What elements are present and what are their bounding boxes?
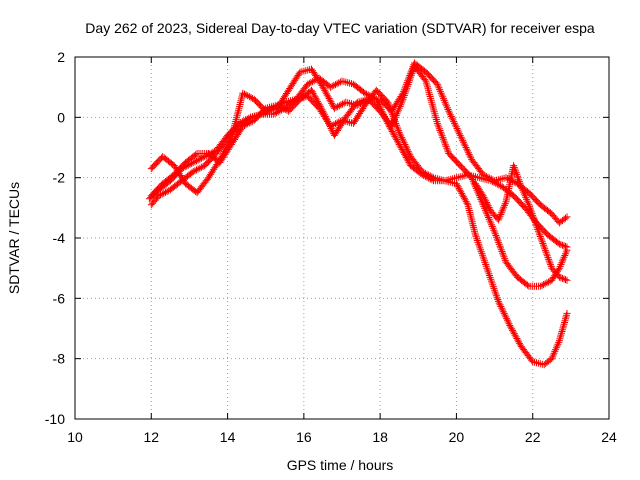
series-track-5 (472, 162, 571, 284)
data-series (145, 59, 571, 369)
x-tick-label: 22 (525, 429, 541, 445)
chart-title: Day 262 of 2023, Sidereal Day-to-day VTE… (85, 20, 595, 36)
x-tick-label: 18 (372, 429, 388, 445)
x-tick-label: 16 (296, 429, 312, 445)
x-tick-label: 12 (143, 429, 159, 445)
x-axis-label: GPS time / hours (287, 457, 394, 473)
series-markers (472, 162, 571, 284)
series-markers (147, 74, 571, 369)
y-tick-label: -6 (53, 290, 66, 306)
x-tick-label: 20 (449, 429, 465, 445)
series-track-4 (147, 74, 571, 369)
y-tick-label: 2 (57, 49, 65, 65)
y-tick-label: -10 (45, 411, 65, 427)
grid-lines (75, 57, 609, 419)
y-tick-label: 0 (57, 109, 65, 125)
y-axis-label: SDTVAR / TECUs (6, 182, 22, 294)
y-tick-label: -2 (53, 170, 66, 186)
x-tick-label: 10 (67, 429, 83, 445)
y-tick-label: -8 (53, 351, 66, 367)
y-tick-label: -4 (53, 230, 66, 246)
axis-ticks: 10 12 14 16 18 20 22 24 -10 -8 -6 -4 -2 0 2 (45, 49, 617, 445)
x-tick-label: 24 (601, 429, 617, 445)
x-tick-label: 14 (220, 429, 236, 445)
